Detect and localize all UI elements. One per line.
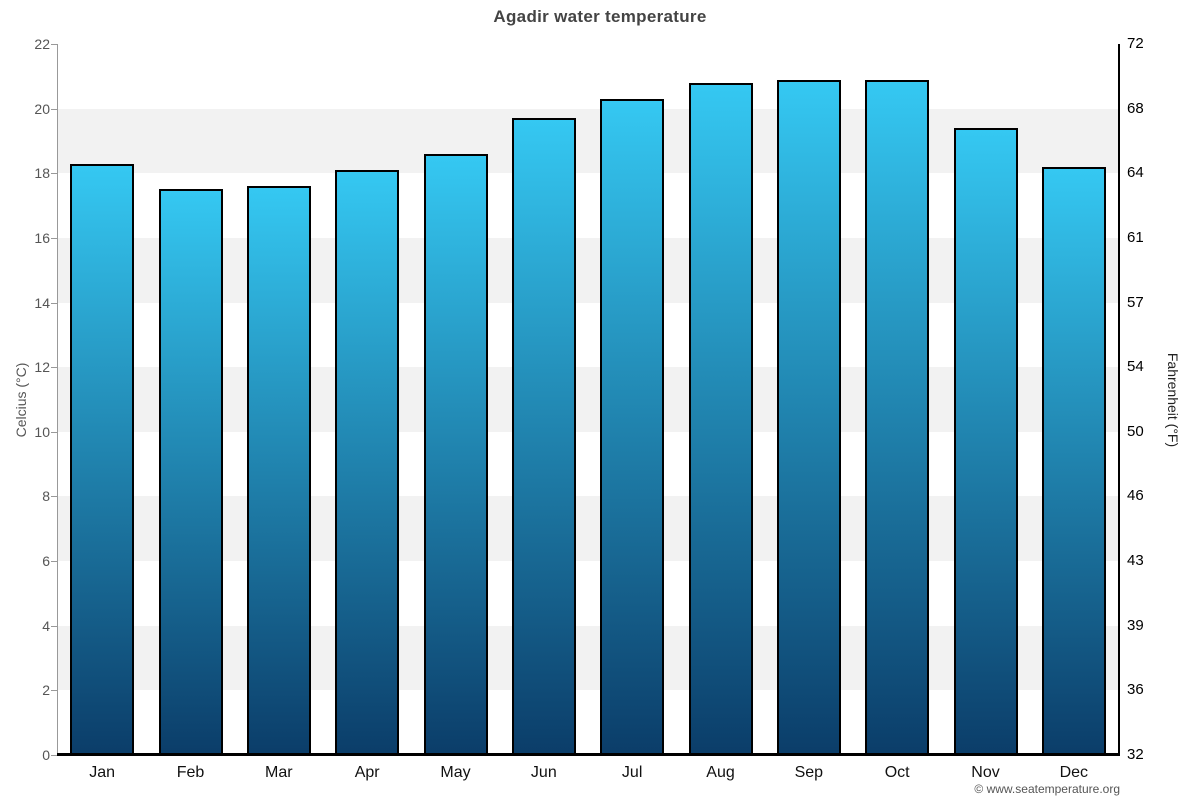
y-tick-label-right: 57: [1127, 293, 1144, 311]
bar-feb[interactable]: [158, 189, 223, 755]
y-tick-label-right: 54: [1127, 358, 1144, 376]
y-tick-mark: [51, 108, 58, 110]
y-tick-label-left: 0: [42, 747, 50, 763]
y-tick-label-right: 50: [1127, 422, 1144, 440]
y-axis-title-celsius: Celcius (°C): [13, 362, 29, 438]
x-tick-label-feb: Feb: [176, 764, 205, 781]
y-axis-line-left: [57, 44, 58, 755]
chart-title: Agadir water temperature: [493, 7, 707, 26]
x-axis-line: [57, 753, 1120, 756]
y-tick-mark: [51, 755, 58, 756]
bar-nov[interactable]: [953, 128, 1018, 755]
y-tick-label-left: 14: [34, 294, 50, 311]
y-tick-label-left: 18: [34, 165, 50, 182]
bar-dec[interactable]: [1041, 166, 1106, 755]
bar-jan[interactable]: [70, 163, 135, 755]
y-tick-mark: [51, 690, 58, 692]
y-tick-label-left: 2: [42, 682, 50, 699]
x-tick-label-oct: Oct: [884, 764, 910, 781]
y-tick-label-left: 12: [34, 359, 50, 376]
y-tick-label-right: 43: [1127, 552, 1144, 570]
y-tick-label-right: 32: [1127, 746, 1144, 763]
y-tick-mark: [51, 302, 58, 304]
x-tick-label-mar: Mar: [265, 764, 293, 781]
plot-area: Jan Feb Mar Apr May Jun Jul Aug Sep Oct Nov Dec 0 32 2…: [34, 36, 1143, 782]
y-tick-mark: [51, 44, 58, 45]
y-band: [58, 625, 1118, 691]
y-tick-mark: [51, 625, 58, 627]
y-tick-label-left: 10: [34, 423, 50, 440]
y-tick-mark: [51, 431, 58, 433]
y-band: [58, 108, 1118, 174]
y-tick-label-left: 4: [42, 617, 50, 634]
y-tick-mark: [51, 173, 58, 175]
y-tick-label-left: 22: [34, 36, 50, 52]
y-tick-label-right: 46: [1127, 487, 1144, 505]
y-tick-label-right: 61: [1127, 228, 1144, 246]
y-tick-mark: [51, 367, 58, 369]
y-band: [58, 237, 1118, 303]
y-band: [58, 496, 1118, 562]
x-tick-label-dec: Dec: [1059, 764, 1089, 781]
y-tick-label-right: 68: [1127, 99, 1144, 117]
bar-jul[interactable]: [600, 98, 665, 755]
x-tick-label-jan: Jan: [89, 764, 116, 781]
y-axis-line-right: [1118, 44, 1120, 755]
bar-jun[interactable]: [511, 118, 576, 755]
y-tick-label-right: 64: [1127, 164, 1144, 182]
y-tick-label-left: 6: [42, 553, 50, 570]
bar-sep[interactable]: [776, 79, 841, 755]
x-tick-label-aug: Aug: [706, 764, 735, 781]
x-tick-label-jun: Jun: [530, 764, 557, 781]
y-band: [58, 367, 1118, 432]
y-tick-label-right: 72: [1127, 35, 1144, 52]
x-tick-label-may: May: [440, 764, 471, 781]
x-tick-label-apr: Apr: [354, 764, 380, 781]
x-tick-label-sep: Sep: [794, 764, 824, 781]
y-tick-mark: [51, 237, 58, 239]
bar-mar[interactable]: [246, 186, 311, 755]
bar-apr[interactable]: [335, 170, 400, 755]
x-tick-label-nov: Nov: [971, 764, 1000, 781]
y-tick-label-left: 16: [34, 229, 50, 246]
y-tick-mark: [51, 561, 58, 563]
y-axis-title-fahrenheit: Fahrenheit (°F): [1165, 352, 1181, 448]
y-tick-label-left: 8: [42, 488, 50, 505]
y-tick-label-right: 39: [1127, 616, 1144, 634]
bar-aug[interactable]: [688, 82, 753, 755]
y-tick-mark: [51, 496, 58, 498]
y-tick-label-right: 36: [1127, 681, 1144, 699]
bar-may[interactable]: [423, 153, 488, 755]
x-tick-label-jul: Jul: [621, 764, 643, 781]
credit-link[interactable]: © www.seatemperature.org: [974, 782, 1120, 796]
y-tick-label-left: 20: [34, 100, 50, 117]
bar-oct[interactable]: [865, 79, 930, 755]
